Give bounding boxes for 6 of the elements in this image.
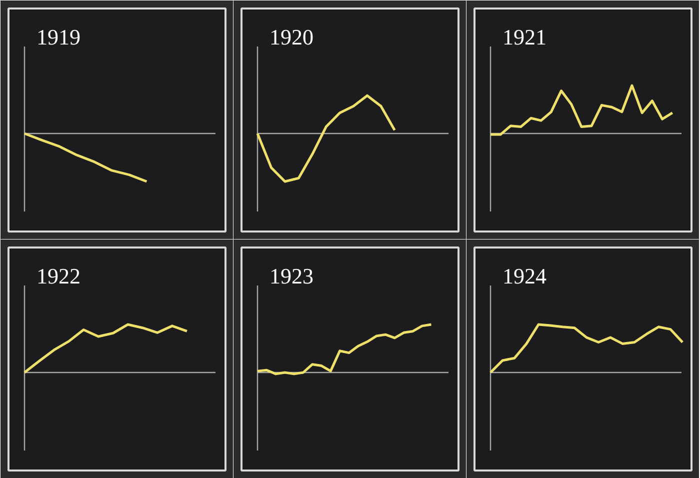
chart-title: 1924 [502,264,546,288]
chart-title: 1921 [502,24,546,50]
chart-title: 1920 [270,24,314,50]
chart-title: 1923 [270,264,314,288]
chart-title: 1919 [36,24,80,50]
chart-title: 1922 [36,264,80,288]
